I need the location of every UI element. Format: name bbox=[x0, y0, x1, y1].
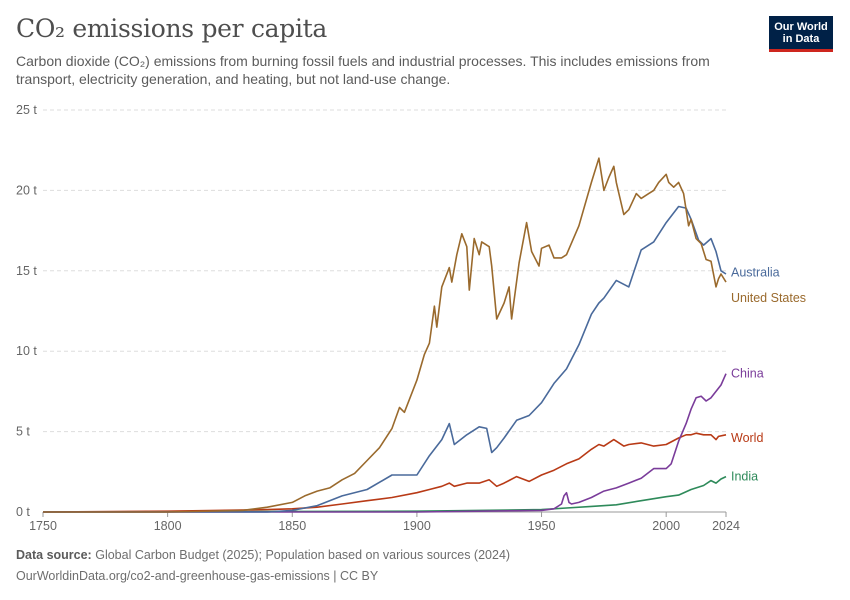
y-tick-label: 15 t bbox=[16, 264, 37, 278]
x-tick-label: 1800 bbox=[154, 519, 182, 532]
owid-logo[interactable]: Our World in Data bbox=[769, 16, 833, 52]
x-axis: 1750 1800 1850 1900 1950 2000 2024 bbox=[29, 511, 740, 532]
series-line-australia[interactable] bbox=[43, 205, 727, 513]
data-source-label: Data source: bbox=[16, 548, 92, 562]
x-tick-label: 1750 bbox=[29, 519, 57, 532]
series-line-world[interactable] bbox=[42, 432, 727, 513]
chart-title: CO₂ emissions per capita bbox=[16, 14, 328, 43]
credit-line[interactable]: OurWorldinData.org/co2-and-greenhouse-ga… bbox=[16, 569, 379, 583]
series-line-united-states[interactable] bbox=[43, 157, 727, 513]
series-lines bbox=[42, 157, 727, 513]
x-tick-label: 2000 bbox=[652, 519, 680, 532]
y-tick-label: 20 t bbox=[16, 183, 37, 197]
x-tick-label: 2024 bbox=[712, 519, 740, 532]
x-tick-label: 1900 bbox=[403, 519, 431, 532]
logo-line-1: Our World bbox=[774, 21, 828, 33]
y-tick-label: 0 t bbox=[16, 505, 30, 519]
series-line-china[interactable] bbox=[43, 373, 727, 513]
series-line-india[interactable] bbox=[42, 475, 727, 513]
series-label-united-states[interactable]: United States bbox=[731, 291, 806, 305]
series-label-china[interactable]: China bbox=[731, 367, 764, 381]
series-labels: Australia United States China World India bbox=[731, 265, 806, 483]
y-tick-label: 10 t bbox=[16, 344, 37, 358]
y-tick-label: 25 t bbox=[16, 103, 37, 117]
chart-subtitle: Carbon dioxide (CO₂) emissions from burn… bbox=[16, 53, 710, 87]
x-tick-label: 1850 bbox=[278, 519, 306, 532]
line-chart: 0 t5 t10 t15 t20 t25 t 1750 1800 1850 1900 1… bbox=[16, 103, 806, 532]
series-label-world[interactable]: World bbox=[731, 431, 763, 445]
data-source-note: Data source: Global Carbon Budget (2025)… bbox=[16, 548, 510, 562]
logo-line-2: in Data bbox=[782, 33, 820, 45]
y-tick-label: 5 t bbox=[16, 425, 30, 439]
data-source-text: Global Carbon Budget (2025); Population … bbox=[95, 548, 511, 562]
series-label-australia[interactable]: Australia bbox=[731, 265, 780, 279]
gridlines bbox=[43, 109, 726, 433]
y-axis-tick-labels: 0 t 5 t 10 t 15 t 20 t 25 t bbox=[16, 103, 37, 519]
x-tick-label: 1950 bbox=[528, 519, 556, 532]
series-label-india[interactable]: India bbox=[731, 470, 758, 484]
